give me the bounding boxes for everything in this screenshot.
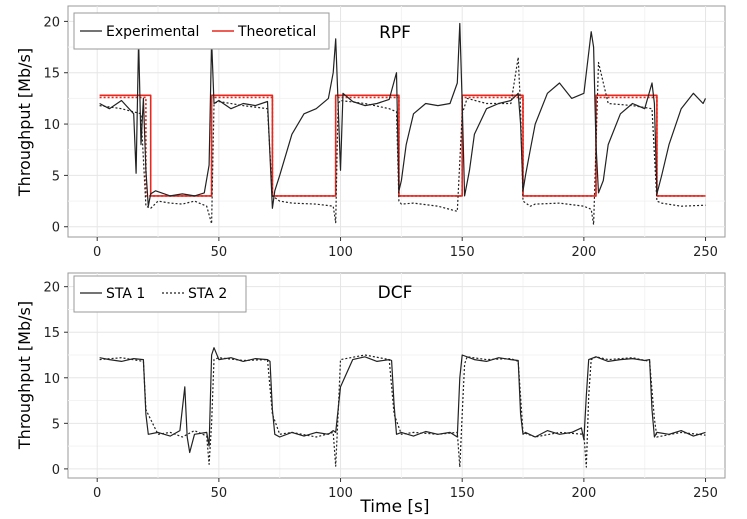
y-tick-label: 15 (43, 326, 60, 341)
y-tick-label: 20 (43, 15, 60, 30)
panel-dcf: 0 50 100 150 200 250 0 5 10 15 20 Throughput [Mb/s… (15, 272, 726, 517)
y-tick-label: 5 (52, 417, 60, 432)
y-tick-label: 15 (43, 67, 60, 82)
y-tick-label: 10 (43, 372, 60, 387)
ticks-rpf: 0 50 100 150 200 250 0 5 10 15 20 (43, 15, 717, 260)
legend-label-sta2: STA 2 (188, 286, 227, 302)
ticks-dcf: 0 50 100 150 200 250 0 5 10 15 20 (43, 281, 717, 501)
legend-label-sta1: STA 1 (106, 286, 145, 302)
x-tick-label: 250 (693, 486, 718, 501)
x-tick-label: 100 (328, 245, 353, 260)
x-tick-label: 200 (571, 245, 596, 260)
y-axis-label-dcf: Throughput [Mb/s] (15, 301, 34, 450)
x-tick-label: 150 (450, 245, 475, 260)
x-tick-label: 100 (328, 486, 353, 501)
x-tick-label: 200 (571, 486, 596, 501)
x-tick-label: 150 (450, 486, 475, 501)
series-rpf (99, 22, 707, 226)
y-tick-label: 5 (52, 169, 60, 184)
x-tick-label: 0 (93, 486, 101, 501)
legend-box-dcf (73, 275, 247, 313)
series-dcf (99, 347, 706, 468)
y-axis-label-rpf: Throughput [Mb/s] (15, 48, 34, 197)
legend-box-rpf (73, 12, 330, 50)
y-tick-label: 20 (43, 281, 60, 296)
series-line-experimental-sta-2 (99, 56, 706, 226)
legend-label-experimental: Experimental (106, 24, 199, 40)
chart-title-rpf: RPF (379, 23, 411, 43)
x-tick-label: 50 (211, 245, 228, 260)
x-tick-label: 50 (211, 486, 228, 501)
chart-title-dcf: DCF (378, 283, 413, 303)
x-axis-label: Time [s] (359, 497, 429, 517)
legend-label-theoretical: Theoretical (237, 24, 316, 40)
panel-rpf: 0 50 100 150 200 250 0 5 10 15 20 Throughput [Mb/s… (15, 5, 726, 260)
y-tick-label: 0 (52, 221, 60, 236)
y-tick-label: 0 (52, 463, 60, 478)
x-tick-label: 250 (693, 245, 718, 260)
series-line-experimental (99, 22, 707, 209)
y-tick-label: 10 (43, 118, 60, 133)
series-line-sta-1 (99, 347, 706, 454)
x-tick-label: 0 (93, 245, 101, 260)
